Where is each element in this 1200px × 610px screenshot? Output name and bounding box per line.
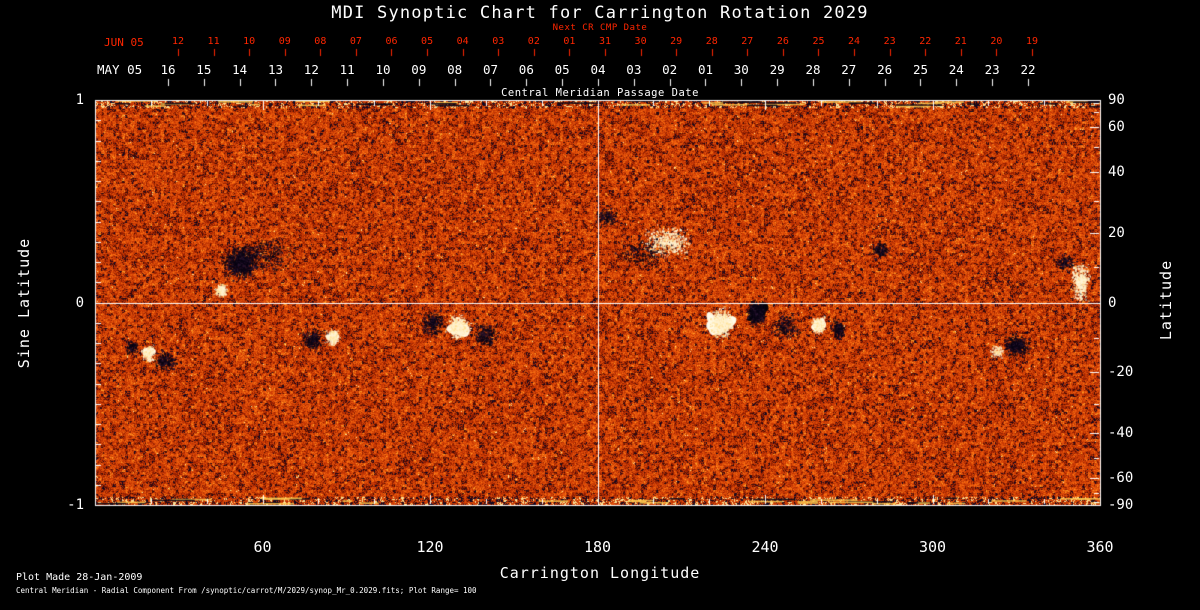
right-axis-title: Latitude (1157, 260, 1175, 340)
white-date-tick-label: 10 (369, 62, 397, 77)
white-date-tick-label: 09 (405, 62, 433, 77)
red-date-tick-label: 23 (876, 36, 904, 47)
x-axis-tick-label: 180 (578, 538, 618, 556)
right-axis-tick-label: 90 (1108, 92, 1148, 108)
white-date-tick-label: 12 (297, 62, 325, 77)
white-month-label: MAY 05 (97, 62, 142, 77)
source-file-note: Central Meridian - Radial Component From… (16, 586, 477, 595)
next-cr-cmp-date-label: Next CR CMP Date (0, 23, 1200, 33)
red-date-tick-label: 31 (591, 36, 619, 47)
white-date-tick-label: 29 (763, 62, 791, 77)
x-axis-tick-label: 240 (745, 538, 785, 556)
right-axis-tick-label: -40 (1108, 425, 1148, 441)
red-date-tick-label: 30 (627, 36, 655, 47)
mdi-synoptic-chart-page: MDI Synoptic Chart for Carrington Rotati… (0, 0, 1200, 610)
white-date-tick-label: 04 (584, 62, 612, 77)
red-date-tick-label: 12 (164, 36, 192, 47)
right-axis-tick-label: 0 (1108, 295, 1148, 311)
red-date-tick-label: 08 (306, 36, 334, 47)
red-date-tick-label: 04 (449, 36, 477, 47)
red-date-tick-label: 10 (235, 36, 263, 47)
red-date-tick-label: 21 (947, 36, 975, 47)
white-date-tick-label: 23 (978, 62, 1006, 77)
red-date-tick-label: 22 (911, 36, 939, 47)
red-date-tick-label: 07 (342, 36, 370, 47)
white-date-tick-label: 24 (942, 62, 970, 77)
x-axis-tick-label: 360 (1080, 538, 1120, 556)
red-date-tick-label: 24 (840, 36, 868, 47)
x-axis-title: Carrington Longitude (0, 564, 1200, 582)
white-date-tick-label: 06 (512, 62, 540, 77)
x-axis-tick-label: 120 (410, 538, 450, 556)
white-date-tick-label: 03 (620, 62, 648, 77)
red-date-tick-label: 26 (769, 36, 797, 47)
white-date-tick-label: 16 (154, 62, 182, 77)
red-date-tick-label: 03 (484, 36, 512, 47)
red-date-tick-label: 19 (1018, 36, 1046, 47)
right-axis-tick-label: -60 (1108, 470, 1148, 486)
white-date-tick-label: 22 (1014, 62, 1042, 77)
white-date-tick-label: 13 (261, 62, 289, 77)
red-date-tick-label: 06 (377, 36, 405, 47)
white-date-tick-label: 14 (226, 62, 254, 77)
left-axis-tick-label: 0 (52, 295, 84, 311)
red-date-tick-label: 05 (413, 36, 441, 47)
white-date-tick-label: 11 (333, 62, 361, 77)
white-date-tick-label: 08 (441, 62, 469, 77)
right-axis-tick-label: -20 (1108, 364, 1148, 380)
white-date-tick-label: 27 (835, 62, 863, 77)
white-date-tick-label: 01 (691, 62, 719, 77)
chart-title: MDI Synoptic Chart for Carrington Rotati… (0, 3, 1200, 23)
white-date-tick-label: 30 (727, 62, 755, 77)
x-axis-tick-label: 300 (913, 538, 953, 556)
right-axis-tick-label: 40 (1108, 164, 1148, 180)
left-axis-tick-label: -1 (52, 497, 84, 513)
right-axis-tick-label: 60 (1108, 119, 1148, 135)
red-date-tick-label: 09 (271, 36, 299, 47)
red-date-tick-label: 29 (662, 36, 690, 47)
red-date-tick-label: 01 (555, 36, 583, 47)
red-date-tick-label: 02 (520, 36, 548, 47)
left-axis-tick-label: 1 (52, 92, 84, 108)
red-month-label: JUN 05 (104, 36, 144, 49)
left-axis-title: Sine Latitude (15, 238, 33, 368)
red-date-tick-label: 27 (733, 36, 761, 47)
plot-made-note: Plot Made 28-Jan-2009 (16, 572, 142, 583)
white-date-tick-label: 25 (906, 62, 934, 77)
red-date-tick-label: 20 (982, 36, 1010, 47)
right-axis-tick-label: 20 (1108, 225, 1148, 241)
central-meridian-passage-date-label: Central Meridian Passage Date (0, 87, 1200, 99)
white-date-tick-label: 28 (799, 62, 827, 77)
right-axis-tick-label: -90 (1108, 497, 1148, 513)
x-axis-tick-label: 60 (243, 538, 283, 556)
white-date-tick-label: 07 (476, 62, 504, 77)
white-date-tick-label: 02 (656, 62, 684, 77)
red-date-tick-label: 25 (804, 36, 832, 47)
white-date-tick-label: 26 (871, 62, 899, 77)
white-date-tick-label: 15 (190, 62, 218, 77)
red-date-tick-label: 11 (200, 36, 228, 47)
white-date-tick-label: 05 (548, 62, 576, 77)
red-date-tick-label: 28 (698, 36, 726, 47)
